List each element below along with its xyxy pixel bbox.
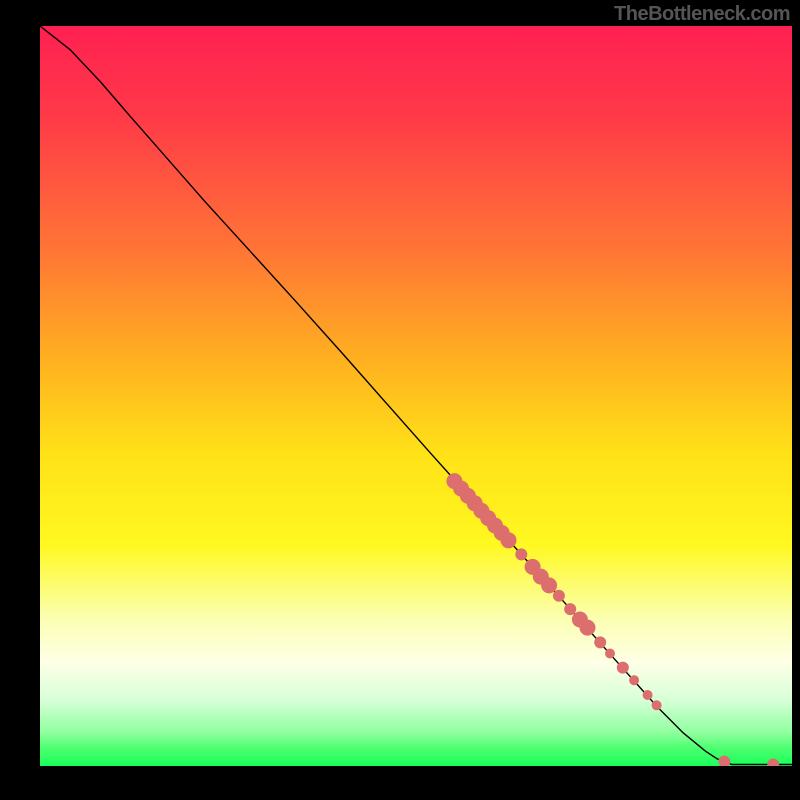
data-marker [515,548,527,560]
gradient-background [40,26,792,766]
data-marker [541,577,557,593]
data-marker [580,620,596,636]
data-marker [605,649,615,659]
data-marker [564,603,576,615]
data-marker [617,662,629,674]
data-marker [629,675,639,685]
data-marker [594,636,606,648]
watermark-text: TheBottleneck.com [614,3,790,26]
data-marker [652,700,662,710]
data-marker [643,690,653,700]
data-marker [553,590,565,602]
plot-area [40,26,792,766]
chart-svg [40,26,792,766]
data-marker [501,532,517,548]
